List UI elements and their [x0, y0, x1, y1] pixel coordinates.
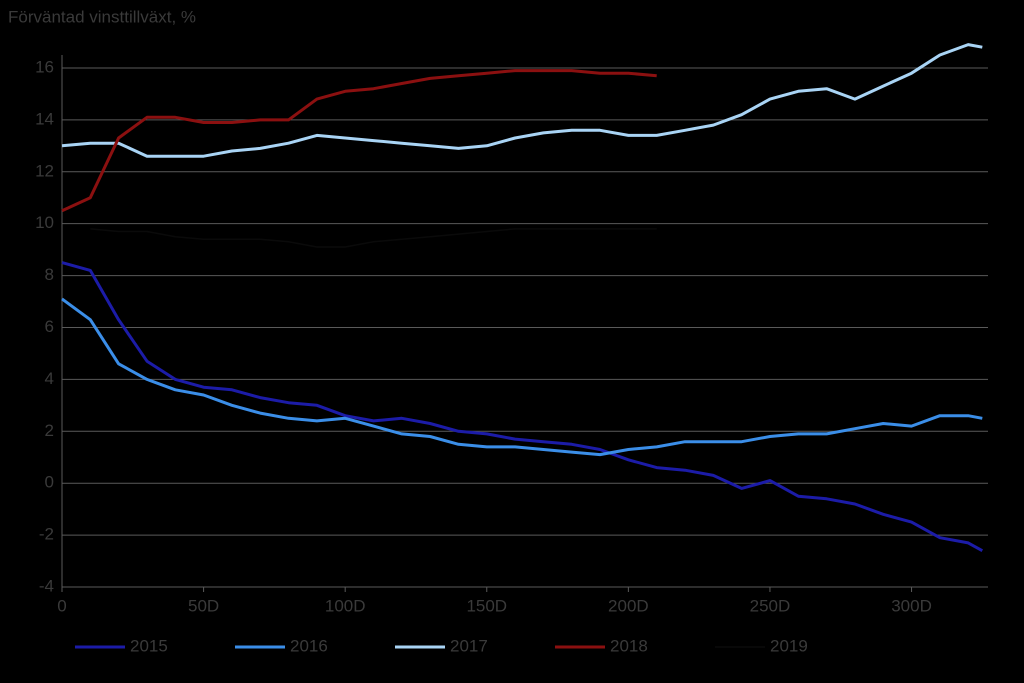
x-tick-label: 300D: [891, 596, 932, 615]
y-tick-label: 14: [35, 109, 54, 128]
x-tick-label: 0: [57, 596, 66, 615]
series-line: [61, 43, 983, 158]
legend-label: 2017: [450, 636, 488, 655]
legend-label: 2019: [770, 636, 808, 655]
legend-label: 2016: [290, 636, 328, 655]
y-tick-label: 16: [35, 57, 54, 76]
y-tick-label: 4: [45, 369, 54, 388]
y-tick-label: 2: [45, 421, 54, 440]
x-tick-label: 50D: [188, 596, 219, 615]
y-tick-label: 8: [45, 265, 54, 284]
x-tick-label: 100D: [325, 596, 366, 615]
chart-title: Förväntad vinsttillväxt, %: [8, 7, 196, 26]
y-tick-label: -2: [39, 525, 54, 544]
series-line: [61, 69, 657, 213]
x-tick-label: 200D: [608, 596, 649, 615]
y-tick-label: -4: [39, 576, 54, 595]
series-line: [61, 261, 984, 553]
y-tick-label: 0: [45, 473, 54, 492]
legend-label: 2018: [610, 636, 648, 655]
x-tick-label: 150D: [466, 596, 507, 615]
series-line: [61, 297, 983, 457]
y-tick-label: 10: [35, 213, 54, 232]
y-tick-label: 6: [45, 317, 54, 336]
y-tick-label: 12: [35, 161, 54, 180]
series-line: [90, 228, 657, 248]
legend-label: 2015: [130, 636, 168, 655]
x-tick-label: 250D: [750, 596, 791, 615]
